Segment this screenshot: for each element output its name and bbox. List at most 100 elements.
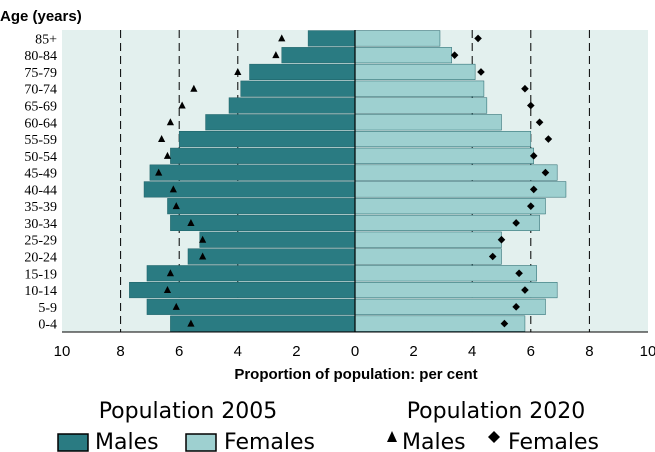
y-tick-label: 70-74 (24, 83, 57, 98)
bar-males-2005 (199, 231, 356, 248)
marker-males-2020 (187, 218, 195, 226)
bar-females-2005 (354, 248, 502, 265)
bar-females-2005 (354, 265, 537, 282)
bar-males-2005 (240, 80, 356, 97)
marker-males-2020 (172, 302, 180, 310)
y-tick-label: 0-4 (38, 318, 57, 333)
bar-males-2005 (170, 147, 356, 164)
x-tick-label: 8 (116, 343, 124, 360)
marker-males-2020 (166, 269, 175, 277)
bar-females-2005 (354, 47, 452, 64)
y-tick-label: 20-24 (24, 251, 57, 266)
bar-males-2005 (228, 97, 356, 114)
y-tick-label: 55-59 (24, 133, 57, 148)
y-axis-title: Age (years) (0, 8, 82, 25)
bar-males-2005 (149, 164, 356, 181)
y-tick-label: 75-79 (24, 66, 57, 81)
bars-2005 (129, 30, 567, 332)
y-tick-label: 10-14 (24, 284, 57, 299)
marker-males-2020 (234, 67, 242, 75)
x-tick-label: 10 (54, 343, 71, 360)
y-tick-label: 5-9 (38, 301, 57, 316)
marker-females-2020 (512, 303, 520, 311)
marker-males-2020 (172, 202, 180, 210)
marker-males-2020 (278, 34, 286, 42)
marker-males-2020 (163, 286, 172, 294)
marker-males-2020 (158, 135, 166, 143)
marker-females-2020 (497, 235, 506, 244)
y-tick-label: 80-84 (24, 49, 57, 64)
legend-label-females-2005: Females (224, 430, 315, 452)
marker-females-2020 (529, 152, 538, 160)
bar-females-2005 (354, 147, 534, 164)
bar-males-2005 (307, 30, 356, 47)
marker-females-2020 (512, 219, 520, 227)
bar-males-2005 (170, 315, 356, 332)
y-tick-label: 45-49 (24, 167, 57, 182)
x-tick-label: 0 (351, 343, 359, 360)
marker-males-2020 (272, 51, 280, 59)
x-tick-label: 8 (585, 343, 593, 360)
bar-females-2005 (354, 315, 526, 332)
legend-triangle-icon (387, 431, 397, 442)
bar-females-2005 (354, 80, 485, 97)
marker-females-2020 (535, 118, 544, 127)
bar-females-2005 (354, 114, 502, 131)
y-tick-label: 85+ (35, 32, 57, 47)
legend-swatch-males-2005 (57, 433, 89, 452)
marker-males-2020 (199, 252, 207, 260)
marker-females-2020 (529, 185, 538, 194)
y-tick-label: 25-29 (24, 234, 57, 249)
bar-males-2005 (129, 282, 356, 299)
legend-title-2020: Population 2020 (407, 399, 586, 424)
bar-females-2005 (354, 231, 502, 248)
y-tick-label: 50-54 (24, 150, 57, 165)
marker-females-2020 (521, 286, 529, 294)
y-tick-label: 60-64 (24, 116, 57, 131)
bar-females-2005 (354, 198, 546, 215)
bar-males-2005 (146, 265, 356, 282)
x-tick-label: 2 (409, 343, 417, 360)
x-tick-label: 10 (640, 343, 655, 360)
y-tick-label: 15-19 (24, 267, 57, 282)
x-axis-title: Proportion of population: per cent (234, 366, 477, 383)
bar-males-2005 (167, 198, 356, 215)
marker-females-2020 (488, 252, 497, 261)
bar-males-2005 (205, 114, 356, 131)
x-tick-label: 2 (292, 343, 300, 360)
bar-males-2005 (249, 63, 356, 80)
marker-males-2020 (190, 84, 198, 92)
marker-males-2020 (169, 185, 177, 193)
marker-females-2020 (544, 135, 553, 143)
bar-females-2005 (354, 131, 532, 148)
y-tick-label: 35-39 (24, 200, 57, 215)
marker-females-2020 (527, 202, 535, 210)
x-tick-label: 6 (527, 343, 535, 360)
bar-females-2005 (354, 214, 540, 231)
legend-diamond-icon (488, 431, 500, 443)
marker-females-2020 (527, 101, 535, 110)
marker-females-2020 (500, 319, 509, 328)
y-tick-label: 40-44 (24, 183, 57, 198)
marker-males-2020 (199, 235, 207, 243)
bar-males-2005 (187, 248, 356, 265)
legend-swatch-females-2005 (185, 433, 217, 452)
marker-females-2020 (515, 269, 523, 278)
bar-females-2005 (354, 164, 558, 181)
x-tick-labels: 10 8 6 4 2 0 2 4 6 8 10 (54, 343, 655, 360)
legend-title-2005: Population 2005 (99, 399, 278, 424)
marker-males-2020 (187, 319, 195, 327)
y-tick-label: 65-69 (24, 100, 57, 115)
bar-males-2005 (178, 131, 356, 148)
gridlines (120, 30, 590, 332)
y-tick-label: 30-34 (24, 217, 57, 232)
x-tick-label: 6 (175, 343, 183, 360)
marker-males-2020 (163, 151, 172, 159)
bar-females-2005 (354, 30, 441, 47)
marker-females-2020 (477, 68, 485, 76)
marker-females-2020 (521, 84, 529, 93)
axes (62, 30, 648, 333)
marker-females-2020 (450, 51, 459, 59)
